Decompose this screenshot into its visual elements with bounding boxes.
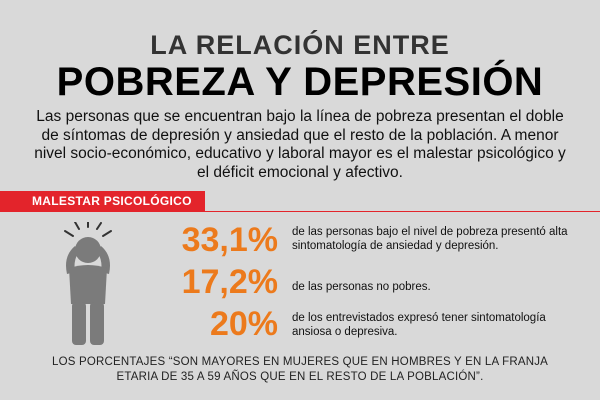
stressed-person-icon <box>64 222 112 345</box>
section-divider <box>0 211 600 212</box>
title-top: LA RELACIÓN ENTRE <box>150 30 450 60</box>
page-title: POBREZA Y DEPRESIÓN <box>56 60 544 104</box>
stat-description-1: de las personas bajo el nivel de pobreza… <box>292 226 568 252</box>
stat-value-2: 17,2% <box>181 263 278 301</box>
stress-lines-icon <box>64 222 112 237</box>
section-label: MALESTAR PSICOLÓGICO <box>0 191 205 212</box>
stat-value-3: 20% <box>209 305 278 343</box>
stat-description-3: de los entrevistados expresó tener sinto… <box>292 312 546 338</box>
intro-paragraph: Las personas que se encuentran bajo la l… <box>34 108 566 181</box>
footnote: LOS PORCENTAJES “SON MAYORES EN MUJERES … <box>51 356 549 383</box>
stat-value-1: 33,1% <box>181 221 278 259</box>
stat-description-2: de las personas no pobres. <box>292 281 431 293</box>
